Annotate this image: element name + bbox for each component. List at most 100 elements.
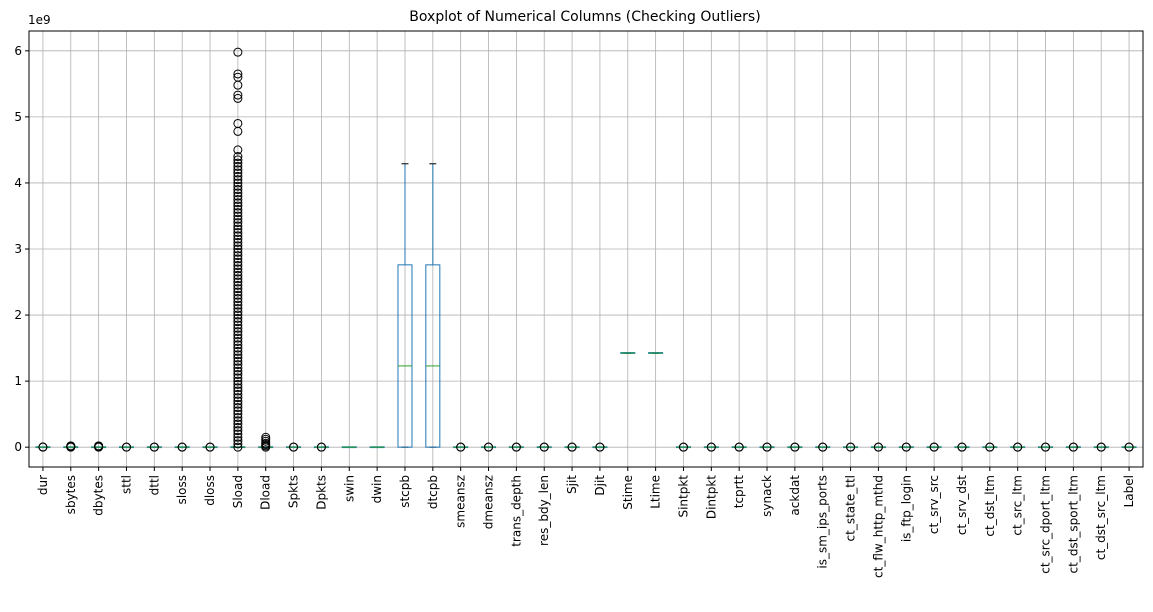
x-tick-label-Sintpkt: Sintpkt [676,475,690,518]
x-tick-label-ackdat: ackdat [788,475,802,516]
outlier-point [233,416,243,426]
box-ct_src_ltm [1010,442,1026,452]
outlier-point [233,152,243,162]
outlier-point [233,224,243,234]
axes-layer: 0 1 2 3 4 5 6 dur sbytes dbytes sttl dttl sloss dloss… [14,30,1144,578]
outlier-point [316,442,326,452]
outlier-point [233,360,243,370]
outlier-point [484,442,494,452]
outlier-point [233,300,243,310]
x-tick-label-ct_srv_dst: ct_srv_dst [955,475,969,535]
box-Spkts [286,442,302,452]
box-ct_srv_src [926,442,942,452]
outlier-point [233,343,243,353]
outlier-point [233,267,243,277]
outlier-point [233,274,243,284]
x-tick-label-sttl: sttl [119,475,133,494]
outlier-point [233,350,243,360]
outlier-point [94,441,104,451]
outlier-point [233,264,243,274]
outlier-point [261,432,271,442]
x-tick-label-dttl: dttl [147,475,161,495]
outlier-point [233,294,243,304]
box-dbytes [91,441,107,452]
outlier-point [790,442,800,452]
outlier-point [233,422,243,432]
x-tick-label-ct_src_dport_ltm: ct_src_dport_ltm [1039,475,1053,574]
outlier-point [233,386,243,396]
x-tick-label-tcprtt: tcprtt [732,475,746,509]
outlier-point [901,442,911,452]
outlier-point [567,442,577,452]
box-dur [35,442,51,452]
box-swin [341,446,357,449]
outlier-point [38,442,48,452]
x-tick-label-Label: Label [1122,475,1136,507]
x-tick-label-Djit: Djit [593,475,607,496]
box-Dload [258,432,274,452]
box-dwin [369,446,385,449]
outlier-point [233,145,243,155]
outlier-point [233,208,243,218]
outlier-point [233,419,243,429]
outlier-point [233,353,243,363]
x-tick-label-dwin: dwin [370,475,384,503]
outlier-point [233,340,243,350]
outlier-point [66,441,76,451]
box-tcprtt [731,442,747,452]
grid-layer [29,31,1143,467]
outlier-point [233,194,243,204]
outlier-point [233,284,243,294]
outlier-point [233,442,243,452]
box-ct_dst_ltm [982,442,998,452]
outlier-point [233,409,243,419]
x-tick-label-ct_state_ttl: ct_state_ttl [844,475,858,541]
x-tick-label-ct_flw_http_mthd: ct_flw_http_mthd [871,475,885,578]
outlier-point [233,406,243,416]
outlier-point [233,436,243,446]
box-sbytes [63,441,79,452]
box-Dpkts [313,442,329,452]
x-tick-label-Ltime: Ltime [649,475,663,509]
outlier-point [233,396,243,406]
outlier-point [233,270,243,280]
outlier-point [233,118,243,128]
outlier-point [1124,442,1134,452]
outlier-point [233,277,243,287]
outlier-point [734,442,744,452]
x-tick-label-stcpb: stcpb [398,475,412,508]
outlier-point [1013,442,1023,452]
outlier-point [233,69,243,79]
y-tick-label: 3 [14,242,22,256]
box-Ltime [648,352,664,354]
outlier-point [233,198,243,208]
box-Djit [592,442,608,452]
outlier-point [233,429,243,439]
outlier-point [289,442,299,452]
outlier-point [233,93,243,103]
outlier-point [233,412,243,422]
x-tick-label-ct_dst_ltm: ct_dst_ltm [983,475,997,537]
outlier-point [233,188,243,198]
x-tick-label-trans_depth: trans_depth [509,475,523,547]
outlier-point [233,297,243,307]
box-ct_flw_http_mthd [870,442,886,452]
x-tick-label-ct_dst_sport_ltm: ct_dst_sport_ltm [1066,475,1080,573]
box-ct_src_dport_ltm [1038,442,1054,452]
x-tick-label-dmeansz: dmeansz [482,475,496,529]
outlier-point [233,90,243,100]
y-tick-label: 0 [14,440,22,454]
outlier-point [233,231,243,241]
outlier-point [233,310,243,320]
outlier-point [149,442,159,452]
outlier-point [233,287,243,297]
x-tick-label-dur: dur [36,475,50,495]
outlier-point [233,158,243,168]
outlier-point [233,370,243,380]
outlier-point [706,442,716,452]
x-tick-label-Dpkts: Dpkts [314,475,328,510]
outlier-point [233,178,243,188]
outlier-point [233,366,243,376]
